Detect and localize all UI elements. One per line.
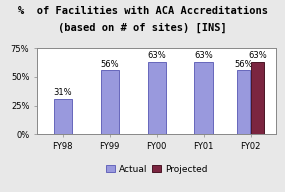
Text: 56%: 56%	[101, 60, 119, 69]
Text: %  of Facilities with ACA Accreditations: % of Facilities with ACA Accreditations	[17, 6, 268, 16]
Text: 63%: 63%	[194, 51, 213, 60]
Bar	[54, 99, 72, 134]
Text: (based on # of sites) [INS]: (based on # of sites) [INS]	[58, 23, 227, 33]
Legend: Actual, Projected: Actual, Projected	[105, 164, 209, 175]
Text: 56%: 56%	[235, 60, 253, 69]
Bar	[237, 70, 250, 134]
Bar	[148, 62, 166, 134]
Bar	[101, 70, 119, 134]
Bar	[194, 62, 213, 134]
Text: 31%: 31%	[54, 88, 72, 97]
Text: 63%: 63%	[147, 51, 166, 60]
Text: 63%: 63%	[248, 51, 267, 60]
Bar	[251, 62, 264, 134]
